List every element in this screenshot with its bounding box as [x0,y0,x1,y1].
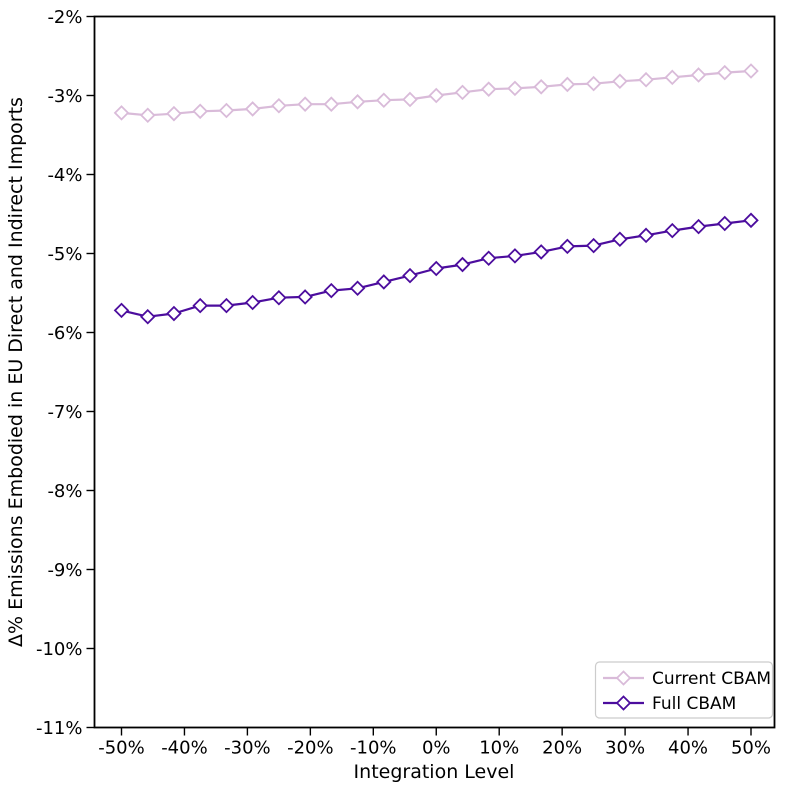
y-tick-label: -2% [47,7,82,28]
data-point-marker-full-cbam [402,267,418,284]
data-point-marker-full-cbam [428,260,445,277]
x-tick-label: -50% [98,738,145,759]
data-point-marker-full-cbam [612,231,628,248]
x-tick-label: 30% [605,738,645,759]
data-point-marker-full-cbam [349,280,366,297]
legend-label-current-cbam: Current CBAM [652,669,771,689]
data-point-marker-full-cbam [716,215,733,232]
y-tick-label: -7% [47,402,82,423]
data-point-marker-full-cbam [480,250,497,267]
x-tick-label: -10% [350,738,397,759]
x-tick-label: 50% [731,738,771,759]
data-point-marker-current-cbam [612,73,628,90]
y-tick-label: -10% [36,639,83,660]
data-point-marker-current-cbam [349,94,366,110]
x-axis-label: Integration Level [354,761,515,783]
legend-label-full-cbam: Full CBAM [652,694,736,714]
data-point-marker-current-cbam [271,97,287,114]
data-point-marker-current-cbam [166,105,182,122]
data-point-marker-current-cbam [244,101,261,117]
x-tick-label: 20% [542,738,582,759]
data-point-marker-full-cbam [113,302,130,319]
data-point-marker-current-cbam [376,92,392,109]
data-point-marker-full-cbam [664,222,681,239]
data-point-marker-full-cbam [585,237,602,254]
data-point-marker-full-cbam [743,212,759,229]
data-point-marker-current-cbam [690,67,707,83]
data-point-marker-current-cbam [664,69,681,86]
legend-entry-current-cbam: Current CBAM [603,669,771,689]
data-point-marker-full-cbam [323,282,340,299]
x-tick-label: 10% [479,738,519,759]
data-point-marker-current-cbam [139,107,156,124]
data-point-marker-current-cbam [585,75,602,92]
data-point-marker-full-cbam [507,248,523,264]
y-axis-label: Δ% Emissions Embodied in EU Direct and I… [5,97,27,647]
data-point-marker-current-cbam [428,87,445,104]
legend-sample-marker-current [615,670,632,686]
x-tick-label: 0% [422,738,451,759]
data-point-marker-current-cbam [716,64,733,81]
y-tick-label: -11% [36,718,83,739]
data-point-marker-current-cbam [533,79,549,95]
y-tick-label: -6% [47,323,82,344]
data-point-marker-full-cbam [454,256,471,273]
data-point-marker-current-cbam [323,96,340,112]
x-tick-label: 40% [668,738,708,759]
data-point-marker-full-cbam [139,308,156,325]
data-point-marker-current-cbam [192,103,208,120]
data-point-marker-current-cbam [454,84,471,101]
data-point-marker-current-cbam [743,63,759,79]
data-point-marker-current-cbam [507,80,523,97]
data-point-marker-current-cbam [113,105,130,121]
y-tick-label: -9% [47,560,82,581]
data-point-marker-full-cbam [271,289,287,306]
plot-series [113,63,759,325]
y-tick-label: -8% [47,481,82,502]
legend: Current CBAM Full CBAM [594,661,774,719]
data-point-marker-full-cbam [690,218,707,235]
data-point-marker-full-cbam [376,274,392,290]
data-point-marker-current-cbam [218,102,235,119]
plot-border [93,15,776,729]
y-tick-label: -4% [47,165,82,186]
data-point-marker-full-cbam [244,294,261,311]
data-point-marker-full-cbam [297,289,313,305]
x-tick-label: -30% [224,738,271,759]
axis-ticks: -2% -3% -4% -5% -6% -7% -8% -9% -10% -11% -50% -40%… [36,7,771,759]
y-tick-label: -3% [47,86,82,107]
data-point-marker-full-cbam [166,305,182,322]
data-point-marker-full-cbam [559,238,576,255]
data-point-marker-full-cbam [533,244,549,260]
x-tick-label: -20% [287,738,334,759]
legend-sample-marker-full [615,695,632,711]
legend-entry-full-cbam: Full CBAM [603,694,736,714]
data-point-marker-current-cbam [638,71,654,88]
data-point-marker-current-cbam [480,81,497,97]
data-point-marker-current-cbam [559,76,576,93]
data-point-marker-full-cbam [218,297,235,314]
data-point-marker-full-cbam [638,227,654,244]
data-point-marker-current-cbam [402,91,418,108]
x-tick-label: -40% [161,738,208,759]
data-point-marker-full-cbam [192,297,208,314]
y-tick-label: -5% [47,244,82,265]
data-point-marker-current-cbam [297,96,313,112]
